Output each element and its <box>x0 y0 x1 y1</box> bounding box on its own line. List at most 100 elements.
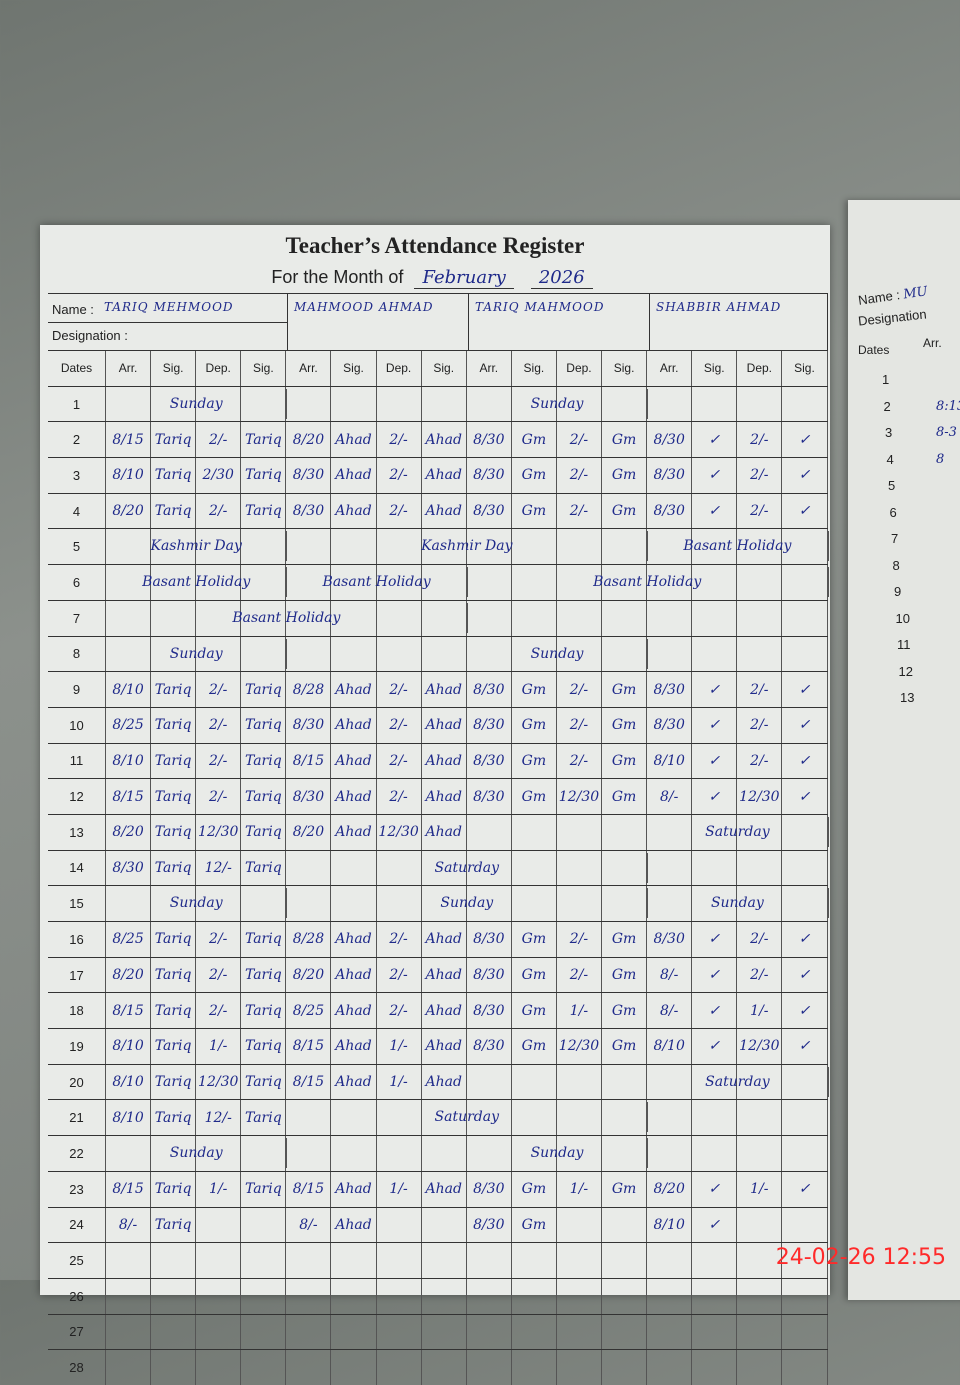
attendance-cell <box>692 1314 738 1350</box>
attendance-cell <box>647 814 693 850</box>
attendance-cell <box>782 1064 828 1100</box>
attendance-cell: 8/30 <box>647 672 693 707</box>
attendance-cell: 2/- <box>737 922 783 957</box>
attendance-cell <box>286 1314 332 1350</box>
attendance-cell <box>737 1064 783 1100</box>
date-cell: 2 <box>48 422 106 458</box>
attendance-cell <box>286 386 332 422</box>
column-header: Sig. <box>331 351 377 386</box>
attendance-cell <box>512 1278 557 1314</box>
date-cell: 26 <box>48 1278 106 1314</box>
attendance-cell: 8/- <box>647 957 693 993</box>
attendance-cell <box>737 1243 783 1278</box>
date-cell: 13 <box>900 690 915 705</box>
attendance-cell: Tariq <box>151 458 197 493</box>
date-cell: 1 <box>882 372 890 387</box>
table-row: 22 Sunday Sunday <box>48 1135 828 1171</box>
attendance-cell <box>106 565 152 600</box>
attendance-cell <box>557 1243 603 1278</box>
attendance-cell <box>467 386 512 422</box>
attendance-cell: Ahad <box>422 493 467 529</box>
attendance-cell <box>196 529 242 565</box>
attendance-cell <box>647 565 693 600</box>
table-row: 1 Sunday Sunday <box>48 385 828 422</box>
attendance-cell <box>331 886 377 921</box>
attendance-cell <box>737 814 783 850</box>
attendance-cell: ✓ <box>692 672 738 707</box>
attendance-cell: Gm <box>602 1171 648 1207</box>
attendance-cell: 8/30 <box>467 1207 512 1243</box>
attendance-cell: 8/10 <box>106 1064 152 1100</box>
column-header: Sig. <box>512 351 557 386</box>
table-row: 21 8/10 Tariq 12/- Tariq Saturday <box>48 1099 828 1136</box>
attendance-cell <box>331 600 377 636</box>
attendance-cell: Gm <box>512 957 557 993</box>
divider <box>48 322 287 323</box>
attendance-cell <box>331 1136 377 1171</box>
attendance-cell <box>422 1207 467 1243</box>
attendance-cell: ✓ <box>692 779 738 814</box>
attendance-cell <box>647 1314 693 1350</box>
attendance-cell <box>377 600 422 636</box>
attendance-cell: 8/30 <box>647 422 693 458</box>
attendance-cell: 2/- <box>377 672 422 707</box>
attendance-cell <box>467 1100 512 1136</box>
attendance-cell <box>692 386 738 422</box>
attendance-cell: ✓ <box>692 707 738 743</box>
attendance-cell <box>647 1278 693 1314</box>
attendance-cell: 8/25 <box>286 993 332 1029</box>
attendance-cell <box>602 636 648 672</box>
attendance-cell: 8/30 <box>286 707 332 743</box>
attendance-cell <box>557 1136 603 1171</box>
attendance-cell: 8/15 <box>106 993 152 1029</box>
attendance-cell <box>782 1314 828 1350</box>
attendance-cell <box>602 1100 648 1136</box>
attendance-cell: Gm <box>512 1207 557 1243</box>
column-header: Arr. <box>286 351 332 386</box>
date-cell: 3 <box>48 458 106 493</box>
attendance-cell: Tariq <box>151 993 197 1029</box>
attendance-cell: Ahad <box>331 993 377 1029</box>
attendance-cell: 8/20 <box>286 814 332 850</box>
attendance-cell <box>377 1278 422 1314</box>
attendance-cell <box>241 386 287 422</box>
attendance-cell: Gm <box>602 993 648 1029</box>
attendance-cell: 2/- <box>557 957 603 993</box>
attendance-cell: Tariq <box>151 814 197 850</box>
attendance-cell: Ahad <box>331 707 377 743</box>
attendance-cell: Ahad <box>331 743 377 779</box>
attendance-cell <box>286 850 332 886</box>
attendance-cell: Tariq <box>241 493 287 529</box>
attendance-cell: 2/- <box>557 422 603 458</box>
attendance-cell: Gm <box>602 422 648 458</box>
attendance-cell <box>331 636 377 672</box>
attendance-cell: 8/20 <box>106 814 152 850</box>
attendance-cell: Gm <box>602 458 648 493</box>
table-row: 6 Basant Holiday Basant Holiday Basant Holi… <box>48 564 829 600</box>
attendance-cell: 8/- <box>286 1207 332 1243</box>
attendance-cell <box>557 850 603 886</box>
attendance-cell <box>602 1243 648 1278</box>
attendance-cell: Ahad <box>331 672 377 707</box>
attendance-cell <box>422 529 467 565</box>
attendance-cell <box>602 1064 648 1100</box>
attendance-cell: 8/10 <box>106 458 152 493</box>
attendance-cell <box>377 386 422 422</box>
attendance-cell: Gm <box>512 743 557 779</box>
table-row: 9 8/10 Tariq 2/- Tariq 8/28 Ahad 2/- Ahad 8/30 Gm 2… <box>48 671 828 707</box>
attendance-cell: 2/- <box>377 922 422 957</box>
attendance-cell <box>647 1350 693 1385</box>
attendance-cell <box>692 1278 738 1314</box>
attendance-cell: Tariq <box>151 743 197 779</box>
attendance-cell: Tariq <box>241 743 287 779</box>
attendance-cell: 8/15 <box>286 1171 332 1207</box>
table-row: 24 8/- Tariq 8/- Ahad 8/30 Gm 8/10 ✓ <box>48 1206 828 1243</box>
attendance-cell <box>151 565 197 600</box>
table-row: 17 8/20 Tariq 2/- Tariq 8/20 Ahad 2/- Ahad 8/30 Gm… <box>48 956 828 993</box>
attendance-cell <box>331 1314 377 1350</box>
name-label: Name : <box>52 302 94 317</box>
date-cell: 21 <box>48 1100 106 1136</box>
right-page: Name : MU Designation Dates Arr. 128:133… <box>848 200 960 1300</box>
attendance-cell: 8/28 <box>286 922 332 957</box>
attendance-cell <box>512 1064 557 1100</box>
